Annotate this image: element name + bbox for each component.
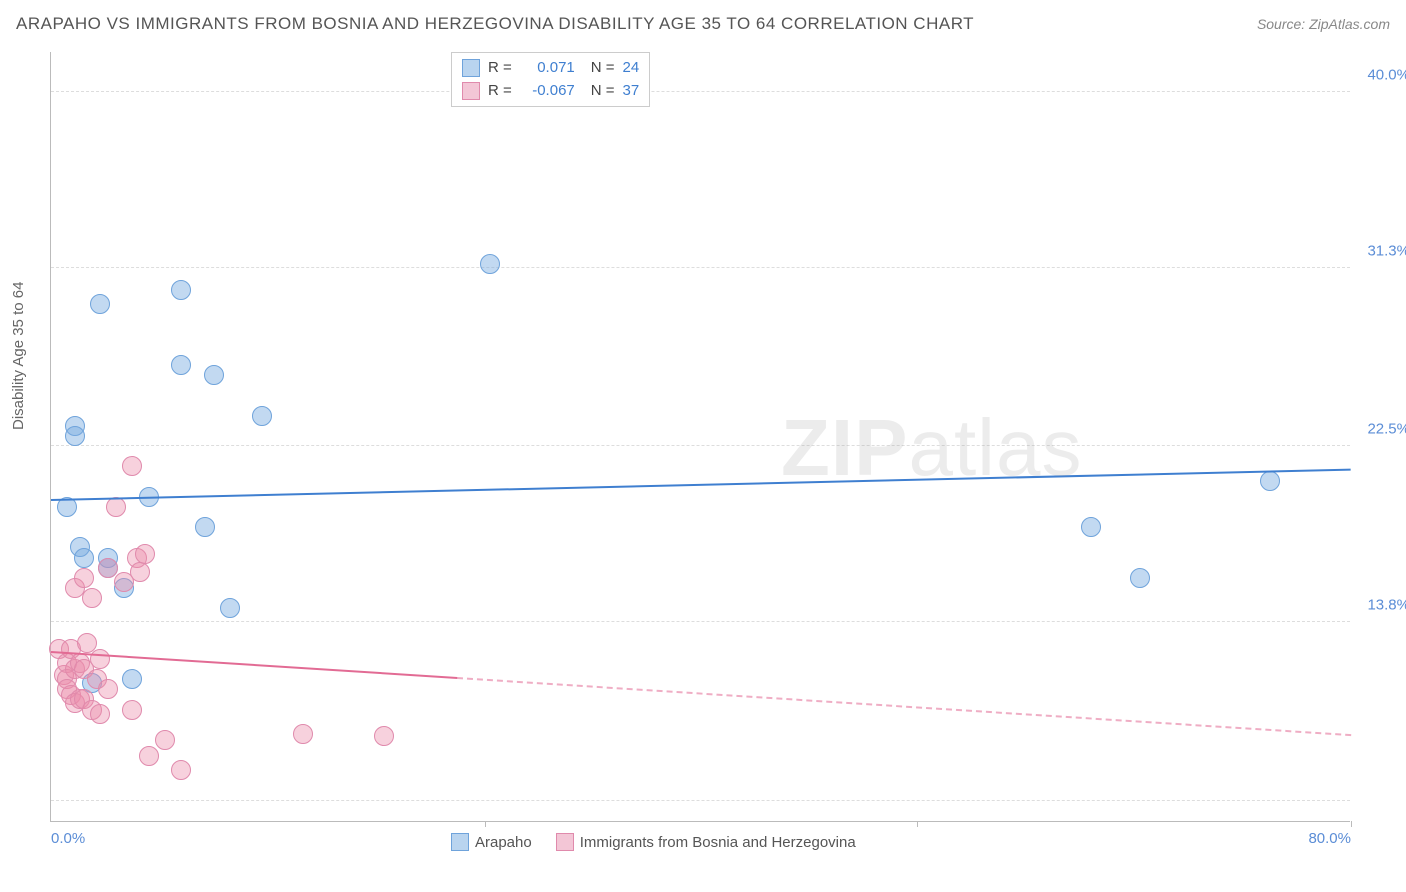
data-point xyxy=(1130,568,1150,588)
legend-swatch xyxy=(556,833,574,851)
data-point xyxy=(195,517,215,537)
data-point xyxy=(82,588,102,608)
legend-swatch xyxy=(462,59,480,77)
data-point xyxy=(1081,517,1101,537)
stat-n-label: N = xyxy=(591,80,615,103)
stats-row: R = 0.071 N = 24 xyxy=(462,57,639,80)
trend-line xyxy=(51,651,457,679)
grid-line xyxy=(51,621,1350,622)
stat-r-value: 0.071 xyxy=(520,57,575,80)
x-tick-label-right: 80.0% xyxy=(1308,830,1351,847)
stats-row: R = -0.067 N = 37 xyxy=(462,80,639,103)
legend-swatch xyxy=(451,833,469,851)
data-point xyxy=(74,568,94,588)
data-point xyxy=(171,760,191,780)
data-point xyxy=(74,548,94,568)
legend-label: Immigrants from Bosnia and Herzegovina xyxy=(580,834,856,851)
data-point xyxy=(106,497,126,517)
stat-n-value: 37 xyxy=(623,80,640,103)
data-point xyxy=(65,426,85,446)
trend-line xyxy=(51,468,1351,500)
grid-line xyxy=(51,800,1350,801)
x-tick-label-left: 0.0% xyxy=(51,830,85,847)
data-point xyxy=(155,730,175,750)
stat-n-label: N = xyxy=(591,57,615,80)
stat-n-value: 24 xyxy=(623,57,640,80)
y-tick-label: 31.3% xyxy=(1355,242,1406,259)
legend-label: Arapaho xyxy=(475,834,532,851)
data-point xyxy=(135,544,155,564)
stat-r-label: R = xyxy=(488,57,512,80)
y-tick-label: 22.5% xyxy=(1355,421,1406,438)
series-legend: Arapaho Immigrants from Bosnia and Herzeg… xyxy=(451,833,856,851)
grid-line xyxy=(51,267,1350,268)
data-point xyxy=(130,562,150,582)
grid-line xyxy=(51,91,1350,92)
legend-item: Immigrants from Bosnia and Herzegovina xyxy=(556,833,856,851)
correlation-stats-box: R = 0.071 N = 24 R = -0.067 N = 37 xyxy=(451,52,650,107)
data-point xyxy=(480,254,500,274)
stat-r-label: R = xyxy=(488,80,512,103)
x-tick xyxy=(485,821,486,827)
data-point xyxy=(220,598,240,618)
data-point xyxy=(252,406,272,426)
data-point xyxy=(374,726,394,746)
data-point xyxy=(139,746,159,766)
data-point xyxy=(90,704,110,724)
legend-item: Arapaho xyxy=(451,833,532,851)
data-point xyxy=(171,355,191,375)
x-tick xyxy=(917,821,918,827)
legend-swatch xyxy=(462,82,480,100)
data-point xyxy=(293,724,313,744)
data-point xyxy=(122,669,142,689)
data-point xyxy=(204,365,224,385)
chart-title: ARAPAHO VS IMMIGRANTS FROM BOSNIA AND HE… xyxy=(16,14,974,34)
y-tick-label: 40.0% xyxy=(1355,66,1406,83)
data-point xyxy=(122,456,142,476)
data-point xyxy=(98,679,118,699)
chart-plot-area: ZIPatlas R =0.071N =24R =-0.067N =37 Ara… xyxy=(50,52,1350,822)
grid-line xyxy=(51,445,1350,446)
data-point xyxy=(90,294,110,314)
trend-line xyxy=(457,677,1351,736)
source-label: Source: ZipAtlas.com xyxy=(1257,16,1390,32)
data-point xyxy=(171,280,191,300)
data-point xyxy=(1260,471,1280,491)
y-tick-label: 13.8% xyxy=(1355,597,1406,614)
data-point xyxy=(90,649,110,669)
y-axis-label: Disability Age 35 to 64 xyxy=(10,282,27,430)
data-point xyxy=(122,700,142,720)
stat-r-value: -0.067 xyxy=(520,80,575,103)
data-point xyxy=(98,558,118,578)
x-tick xyxy=(1351,821,1352,827)
